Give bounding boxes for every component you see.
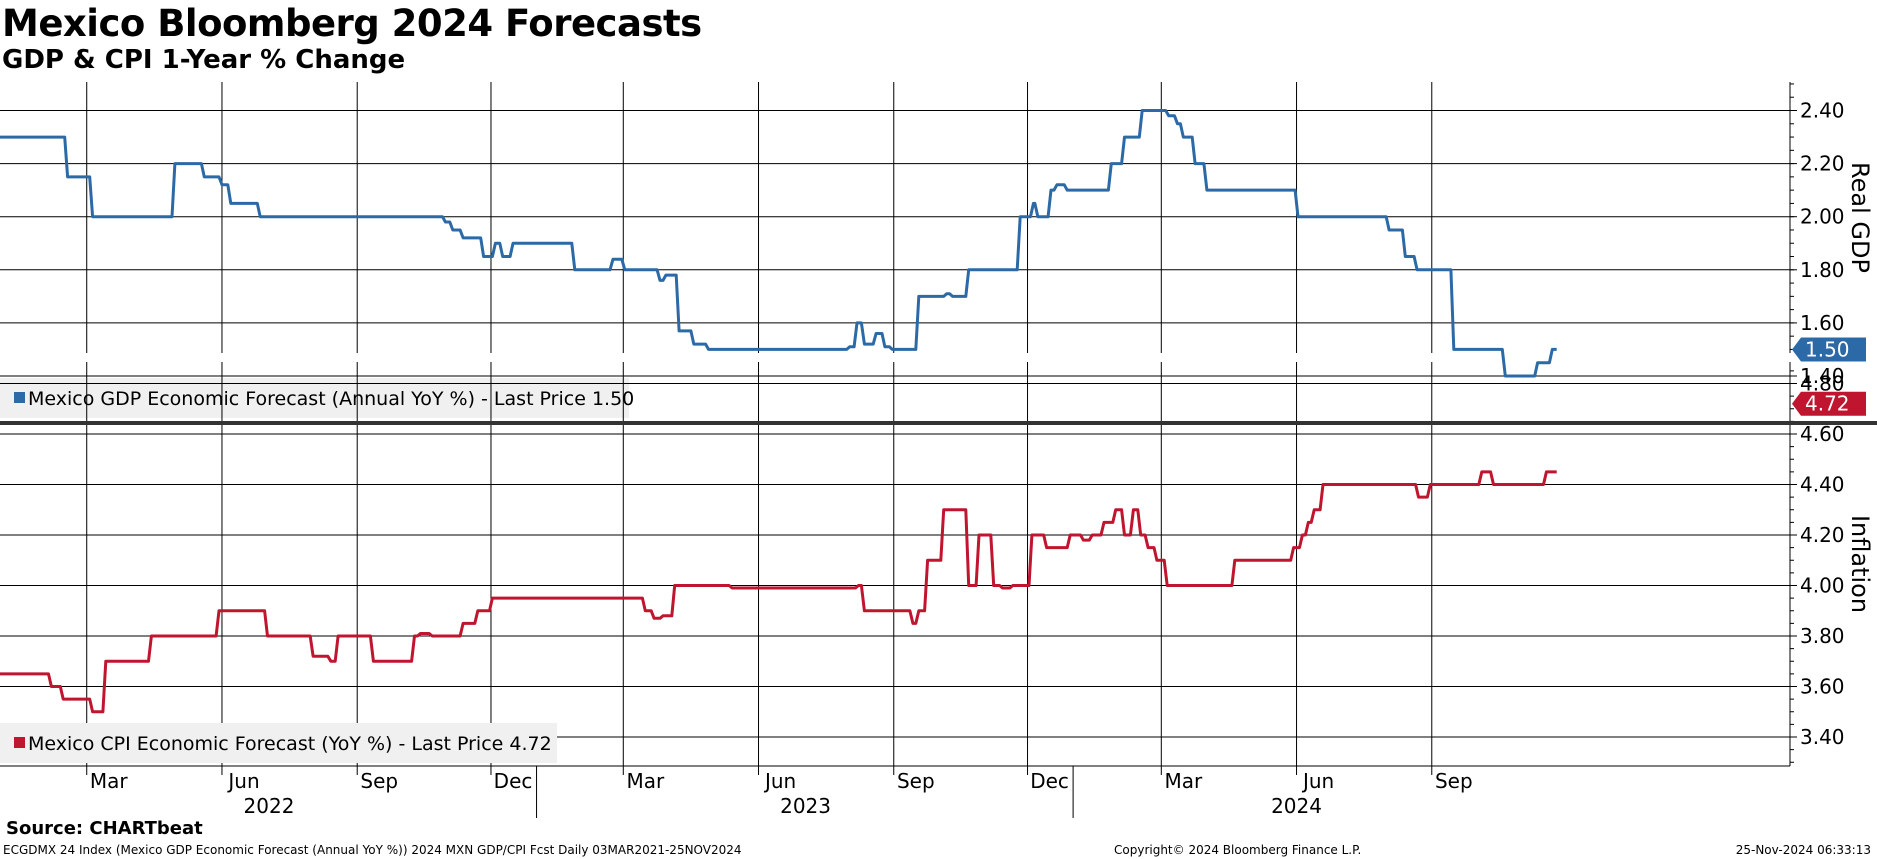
- legend-swatch: [14, 392, 25, 403]
- panel-divider: [0, 421, 1877, 425]
- x-year-label: 2024: [1271, 794, 1322, 818]
- series-line: [0, 470, 1557, 714]
- y-tick-label: 3.40: [1800, 725, 1845, 749]
- y-axis-title: Real GDP: [1846, 162, 1874, 273]
- legend-box: [0, 378, 629, 418]
- legend-swatch: [14, 737, 25, 748]
- y-tick-label: 1.40: [1800, 364, 1845, 388]
- x-tick-label: Mar: [90, 769, 129, 793]
- y-axis-title: Inflation: [1846, 515, 1874, 613]
- series-line: [0, 109, 1557, 378]
- x-tick-label: Jun: [1301, 769, 1334, 793]
- x-tick-label: Sep: [897, 769, 935, 793]
- y-tick-label: 2.00: [1800, 205, 1845, 229]
- last-price-tag: [1792, 337, 1866, 362]
- legend-box: [0, 723, 557, 763]
- x-tick-label: Jun: [226, 769, 259, 793]
- cpi-panel: 4.80 4.60 4.40 4.20 4.00 3.80 3.60 3.40 4.72 Infl…: [0, 362, 1874, 766]
- last-price-label: 1.50: [1805, 337, 1850, 361]
- chart-subtitle: GDP & CPI 1-Year % Change: [2, 45, 406, 75]
- source-note: Source: CHARTbeat: [6, 818, 203, 839]
- y-tick-label: 2.40: [1800, 99, 1845, 123]
- y-tick-label: 1.80: [1800, 258, 1845, 282]
- x-tick-label: Mar: [1164, 769, 1203, 793]
- x-tick-label: Jun: [763, 769, 796, 793]
- footer-copyright: Copyright© 2024 Bloomberg Finance L.P.: [1114, 843, 1362, 857]
- x-year-label: 2022: [244, 794, 295, 818]
- x-tick-label: Sep: [360, 769, 398, 793]
- x-tick-label: Dec: [494, 769, 533, 793]
- y-tick-label: 4.80: [1800, 372, 1845, 396]
- x-year-label: 2023: [780, 794, 831, 818]
- last-price-label: 4.72: [1805, 392, 1850, 416]
- y-tick-label: 4.00: [1800, 574, 1845, 598]
- x-tick-label: Sep: [1435, 769, 1473, 793]
- y-tick-label: 4.60: [1800, 422, 1845, 446]
- footer-timestamp: 25-Nov-2024 06:33:13: [1735, 843, 1871, 857]
- footer-description: ECGDMX 24 Index (Mexico GDP Economic For…: [3, 843, 742, 857]
- x-tick-label: Mar: [626, 769, 665, 793]
- y-tick-label: 3.60: [1800, 675, 1845, 699]
- y-tick-label: 4.20: [1800, 523, 1845, 547]
- last-price-tag: [1792, 391, 1866, 416]
- y-tick-label: 1.60: [1800, 311, 1845, 335]
- x-tick-label: Dec: [1030, 769, 1069, 793]
- y-tick-label: 2.20: [1800, 152, 1845, 176]
- chart-title: Mexico Bloomberg 2024 Forecasts: [2, 2, 702, 45]
- y-tick-label: 3.80: [1800, 624, 1845, 648]
- y-tick-label: 4.40: [1800, 473, 1845, 497]
- legend-text: Mexico CPI Economic Forecast (YoY %) - L…: [28, 733, 552, 755]
- gdp-panel: 2.40 2.20 2.00 1.80 1.60 1.40 1.50 Real GDP Mexi…: [0, 82, 1874, 418]
- legend-text: Mexico GDP Economic Forecast (Annual YoY…: [28, 388, 634, 410]
